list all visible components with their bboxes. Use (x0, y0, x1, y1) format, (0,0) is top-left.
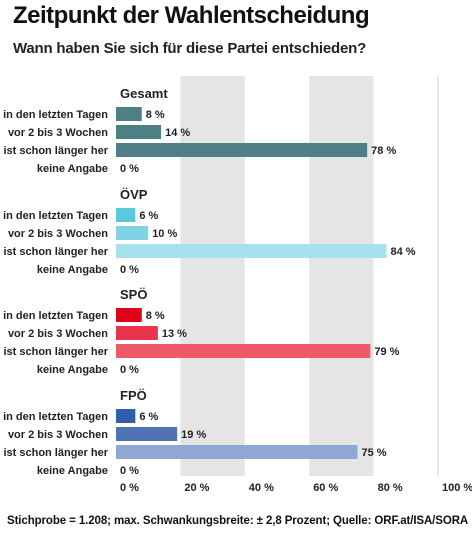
chart-group: Gesamt in den letzten Tagen 8 % vor 2 bis 3… (3, 86, 396, 175)
data-label: 6 % (139, 411, 158, 423)
chart-group: FPÖ in den letzten Tagen 6 % vor 2 bis 3 Wo… (3, 388, 387, 477)
data-label: 10 % (152, 228, 177, 240)
bar (116, 344, 371, 358)
bar (116, 226, 149, 240)
data-label: 13 % (162, 328, 187, 340)
category-label: in den letzten Tagen (3, 411, 108, 423)
bar (116, 308, 142, 322)
bar (116, 427, 178, 441)
data-label: 14 % (165, 127, 190, 139)
x-axis: 0 % 20 % 40 % 60 % 80 % 100 % (120, 482, 472, 494)
group-title: ÖVP (120, 187, 148, 202)
bar (116, 409, 136, 423)
grid-band (180, 76, 245, 476)
data-label: 78 % (371, 145, 396, 157)
bar (116, 326, 158, 340)
source-footnote: Stichprobe = 1.208; max. Schwankungsbrei… (7, 515, 469, 527)
bar-chart: Gesamt in den letzten Tagen 8 % vor 2 bis 3… (3, 76, 472, 494)
category-label: ist schon länger her (3, 346, 108, 358)
chart-subtitle: Wann haben Sie sich für diese Partei ent… (13, 40, 367, 57)
x-tick-label: 80 % (378, 482, 403, 494)
bar (116, 244, 387, 258)
x-tick-label: 40 % (249, 482, 274, 494)
category-label: keine Angabe (37, 364, 108, 376)
grid-band (309, 76, 374, 476)
category-label: ist schon länger her (3, 145, 108, 157)
chart-title: Zeitpunkt der Wahlentscheidung (13, 2, 370, 29)
grid-band (244, 76, 310, 476)
grid-band (373, 76, 438, 476)
chart-group: ÖVP in den letzten Tagen 6 % vor 2 bis 3 Wo… (3, 187, 416, 276)
x-tick-label: 0 % (120, 482, 139, 494)
grid-bands (116, 76, 439, 476)
category-label: ist schon länger her (3, 447, 108, 459)
category-label: keine Angabe (37, 163, 108, 175)
bar (116, 208, 136, 222)
chart-groups: Gesamt in den letzten Tagen 8 % vor 2 bis 3… (3, 86, 416, 477)
data-label: 0 % (120, 364, 139, 376)
category-label: keine Angabe (37, 465, 108, 477)
bar (116, 107, 142, 121)
category-label: in den letzten Tagen (3, 310, 108, 322)
data-label: 6 % (139, 210, 158, 222)
bar (116, 143, 368, 157)
chart-group: SPÖ in den letzten Tagen 8 % vor 2 bis 3 Wo… (3, 287, 400, 376)
category-label: in den letzten Tagen (3, 210, 108, 222)
bar (116, 445, 358, 459)
x-tick-label: 20 % (184, 482, 209, 494)
group-title: SPÖ (120, 287, 147, 302)
data-label: 0 % (120, 163, 139, 175)
group-title: FPÖ (120, 388, 147, 403)
bar (116, 125, 162, 139)
data-label: 75 % (362, 447, 387, 459)
data-label: 19 % (181, 429, 206, 441)
category-label: vor 2 bis 3 Wochen (8, 127, 108, 139)
data-label: 0 % (120, 465, 139, 477)
category-label: vor 2 bis 3 Wochen (8, 328, 108, 340)
category-label: vor 2 bis 3 Wochen (8, 228, 108, 240)
category-label: ist schon länger her (3, 246, 108, 258)
x-tick-label: 100 % (442, 482, 472, 494)
data-label: 8 % (146, 310, 165, 322)
category-label: in den letzten Tagen (3, 109, 108, 121)
category-label: keine Angabe (37, 264, 108, 276)
data-label: 84 % (390, 246, 415, 258)
category-label: vor 2 bis 3 Wochen (8, 429, 108, 441)
x-tick-label: 60 % (313, 482, 338, 494)
data-label: 79 % (374, 346, 399, 358)
group-title: Gesamt (120, 86, 168, 101)
data-label: 8 % (146, 109, 165, 121)
data-label: 0 % (120, 264, 139, 276)
